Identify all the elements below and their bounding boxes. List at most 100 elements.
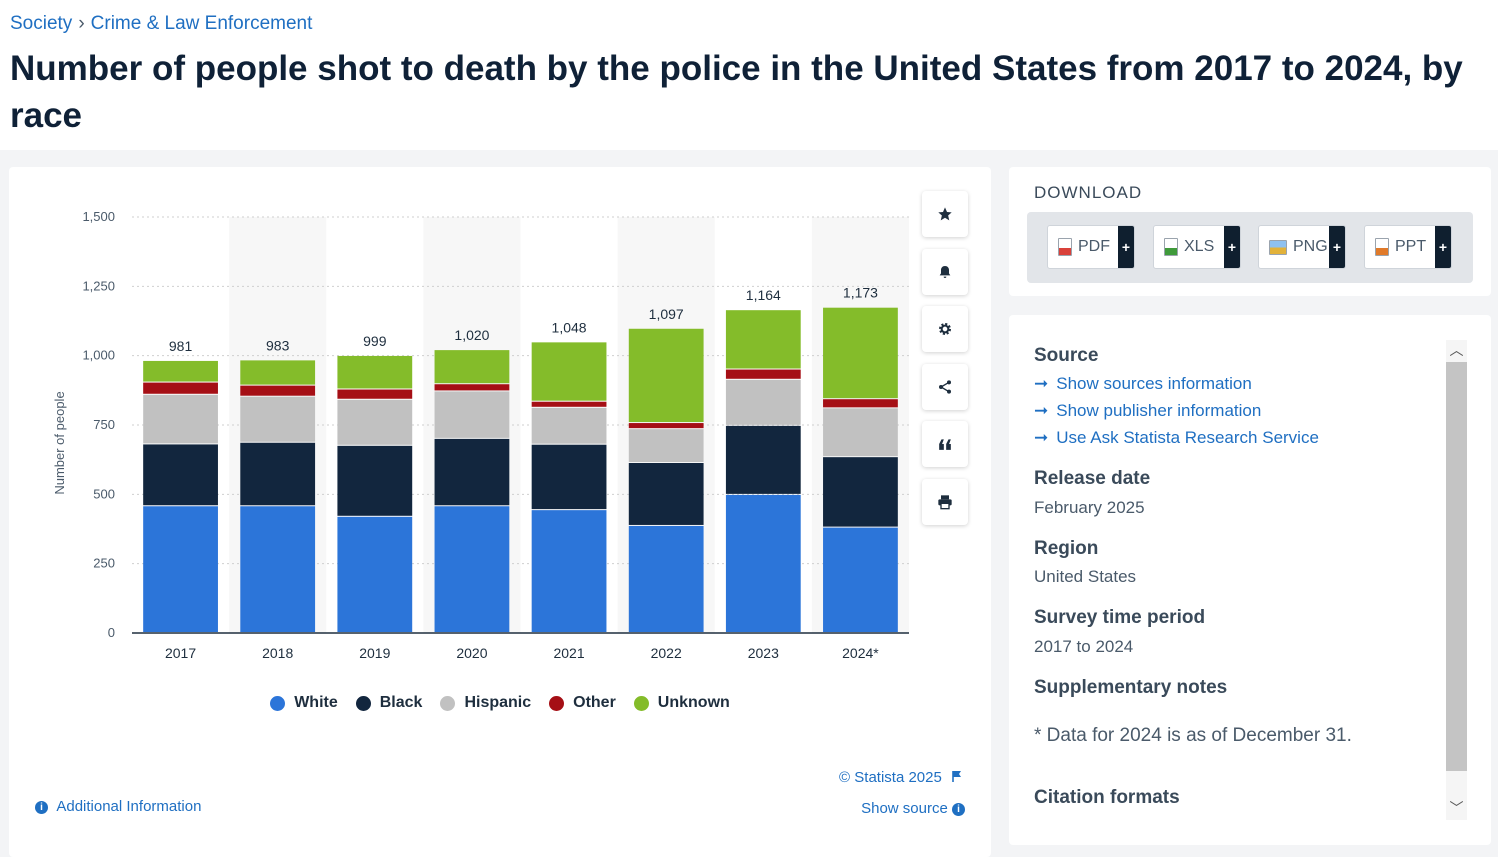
bar-segment-white (628, 525, 704, 632)
legend-item-hispanic[interactable]: Hispanic (440, 694, 531, 712)
bell-icon[interactable] (922, 249, 968, 295)
bar-segment-other (531, 401, 607, 407)
arrow-right-icon: ➞ (1034, 401, 1049, 420)
scroll-down-icon[interactable]: ﹀ (1449, 800, 1464, 816)
bar-segment-black (240, 442, 316, 506)
scrollbar-thumb[interactable] (1446, 362, 1467, 771)
bar-segment-unknown (725, 310, 801, 369)
page-title: Number of people shot to death by the po… (10, 49, 1463, 135)
copyright[interactable]: © Statista 2025 (839, 769, 963, 786)
chart-card: 0 250 500 750 1,000 1,250 1,500 Number of peopl… (9, 167, 991, 857)
details-scroll-area[interactable]: Source ➞ Show sources information ➞ Show p… (1034, 315, 1439, 823)
share-icon[interactable] (922, 364, 968, 410)
arrow-right-icon: ➞ (1034, 428, 1049, 447)
bar-total-label: 1,173 (843, 285, 878, 301)
download-bar: PDF + XLS + PNG + PPT + (1027, 212, 1473, 283)
bar-segment-white (434, 506, 510, 632)
bar-segment-white (143, 506, 218, 632)
download-png-button[interactable]: PNG + (1258, 225, 1346, 269)
bar-segment-white (240, 506, 316, 632)
print-icon[interactable] (922, 479, 968, 525)
download-title: DOWNLOAD (1034, 183, 1143, 202)
legend-item-black[interactable]: Black (355, 694, 423, 712)
bar-segment-white (725, 494, 801, 632)
x-tick-label: 2020 (456, 645, 487, 661)
legend-item-white[interactable]: White (270, 694, 338, 712)
research-service-link[interactable]: ➞ Use Ask Statista Research Service (1034, 428, 1319, 447)
bar-segment-black (823, 457, 898, 527)
chart-legend: White Black Hispanic Other Unknown (9, 694, 991, 712)
star-icon[interactable] (922, 191, 968, 237)
quote-icon[interactable] (922, 421, 968, 467)
show-sources-link[interactable]: ➞ Show sources information (1034, 374, 1252, 393)
legend-label: Black (379, 694, 423, 711)
details-scrollbar[interactable]: ︿ ﹀ (1446, 340, 1467, 820)
bar-segment-hispanic (628, 429, 704, 462)
bar-segment-hispanic (143, 394, 218, 444)
region-heading: Region (1034, 538, 1099, 559)
info-icon: i (952, 803, 965, 816)
info-icon: i (35, 801, 48, 814)
bar-segment-hispanic (725, 379, 801, 425)
download-ppt-button[interactable]: PPT + (1364, 225, 1452, 269)
legend-swatch (270, 695, 286, 711)
bar-segment-black (725, 425, 801, 494)
bar-segment-white (823, 527, 898, 632)
y-tick-label: 1,250 (82, 278, 115, 293)
source-heading: Source (1034, 345, 1099, 366)
show-publisher-link[interactable]: ➞ Show publisher information (1034, 401, 1262, 420)
bar-total-label: 999 (363, 333, 387, 349)
legend-swatch (440, 695, 456, 711)
bar-segment-other (725, 369, 801, 379)
bar-segment-other (143, 382, 218, 394)
download-xls-button[interactable]: XLS + (1153, 225, 1241, 269)
x-tick-label: 2023 (748, 645, 779, 661)
bar-segment-black (434, 438, 510, 506)
bar-total-label: 981 (169, 338, 193, 354)
bar-segment-unknown (823, 307, 898, 399)
x-tick-label: 2024* (842, 645, 879, 661)
breadcrumb: Society › Crime & Law Enforcement (10, 13, 312, 35)
bar-segment-white (337, 516, 413, 632)
bar-segment-hispanic (531, 407, 607, 444)
y-tick-label: 1,000 (82, 348, 115, 363)
survey-period-heading: Survey time period (1034, 607, 1206, 628)
bar-segment-hispanic (337, 399, 413, 445)
bar-segment-unknown (143, 360, 218, 382)
xls-file-icon (1164, 238, 1178, 256)
bar-segment-other (823, 399, 898, 408)
show-source-link[interactable]: Show source i (861, 800, 965, 817)
bar-segment-other (337, 389, 413, 399)
bar-segment-hispanic (823, 408, 898, 457)
legend-swatch (355, 695, 371, 711)
bar-total-label: 983 (266, 337, 290, 353)
legend-swatch (633, 695, 649, 711)
pdf-file-icon (1058, 238, 1072, 256)
y-tick-label: 750 (93, 417, 115, 432)
supplementary-notes-heading: Supplementary notes (1034, 677, 1228, 698)
legend-label: White (294, 694, 338, 711)
additional-information-link[interactable]: i Additional Information (35, 798, 201, 815)
legend-label: Hispanic (464, 694, 532, 711)
bar-segment-hispanic (240, 396, 316, 442)
bar-segment-hispanic (434, 391, 510, 438)
download-pdf-button[interactable]: PDF + (1047, 225, 1135, 269)
bar-total-label: 1,048 (552, 319, 587, 335)
y-tick-label: 1,500 (82, 209, 115, 224)
bar-total-label: 1,020 (454, 327, 489, 343)
breadcrumb-crime-law[interactable]: Crime & Law Enforcement (90, 13, 313, 34)
survey-period-value: 2017 to 2024 (1034, 637, 1134, 656)
gear-icon[interactable] (922, 306, 968, 352)
bar-segment-unknown (628, 328, 704, 423)
legend-label: Other (573, 694, 616, 711)
y-axis-label: Number of people (52, 391, 67, 494)
bar-segment-unknown (240, 360, 316, 385)
bar-segment-unknown (531, 342, 607, 401)
scroll-up-icon[interactable]: ︿ (1449, 342, 1464, 358)
legend-item-other[interactable]: Other (549, 694, 616, 712)
release-date-heading: Release date (1034, 468, 1151, 489)
breadcrumb-society[interactable]: Society (10, 13, 73, 34)
bar-segment-other (434, 384, 510, 391)
legend-item-unknown[interactable]: Unknown (633, 694, 730, 712)
citation-formats-heading: Citation formats (1034, 787, 1180, 808)
